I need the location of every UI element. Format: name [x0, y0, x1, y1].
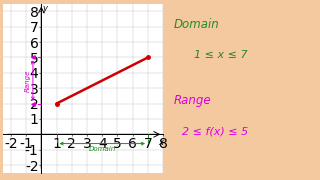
- Text: Range: Range: [25, 69, 31, 92]
- Text: Domain: Domain: [174, 18, 220, 31]
- Text: 2 ≤ f(x) ≤ 5: 2 ≤ f(x) ≤ 5: [182, 126, 248, 136]
- Text: Range: Range: [174, 94, 212, 107]
- Text: y: y: [43, 4, 48, 13]
- Text: x: x: [158, 138, 164, 147]
- Text: 1 ≤ x ≤ 7: 1 ≤ x ≤ 7: [194, 50, 248, 60]
- Text: Domain: Domain: [89, 146, 116, 152]
